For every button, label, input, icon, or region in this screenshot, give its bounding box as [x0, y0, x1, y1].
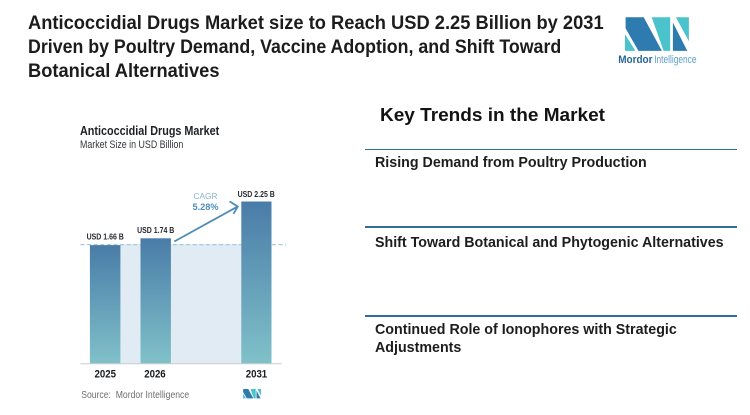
svg-text:5.28%: 5.28% — [193, 201, 220, 212]
svg-text:Source: Mordor Intelligence: Source: Mordor Intelligence — [81, 390, 189, 401]
svg-text:Mordor: Mordor — [618, 54, 653, 66]
svg-text:USD 1.74 B: USD 1.74 B — [137, 225, 174, 235]
svg-text:USD 1.66 B: USD 1.66 B — [87, 232, 124, 242]
svg-text:USD 2.25 B: USD 2.25 B — [238, 189, 275, 199]
svg-text:CAGR: CAGR — [194, 191, 218, 201]
svg-text:2026: 2026 — [144, 368, 166, 380]
svg-text:2025: 2025 — [95, 368, 117, 380]
svg-text:2031: 2031 — [246, 368, 268, 380]
svg-text:Intelligence: Intelligence — [654, 54, 696, 66]
